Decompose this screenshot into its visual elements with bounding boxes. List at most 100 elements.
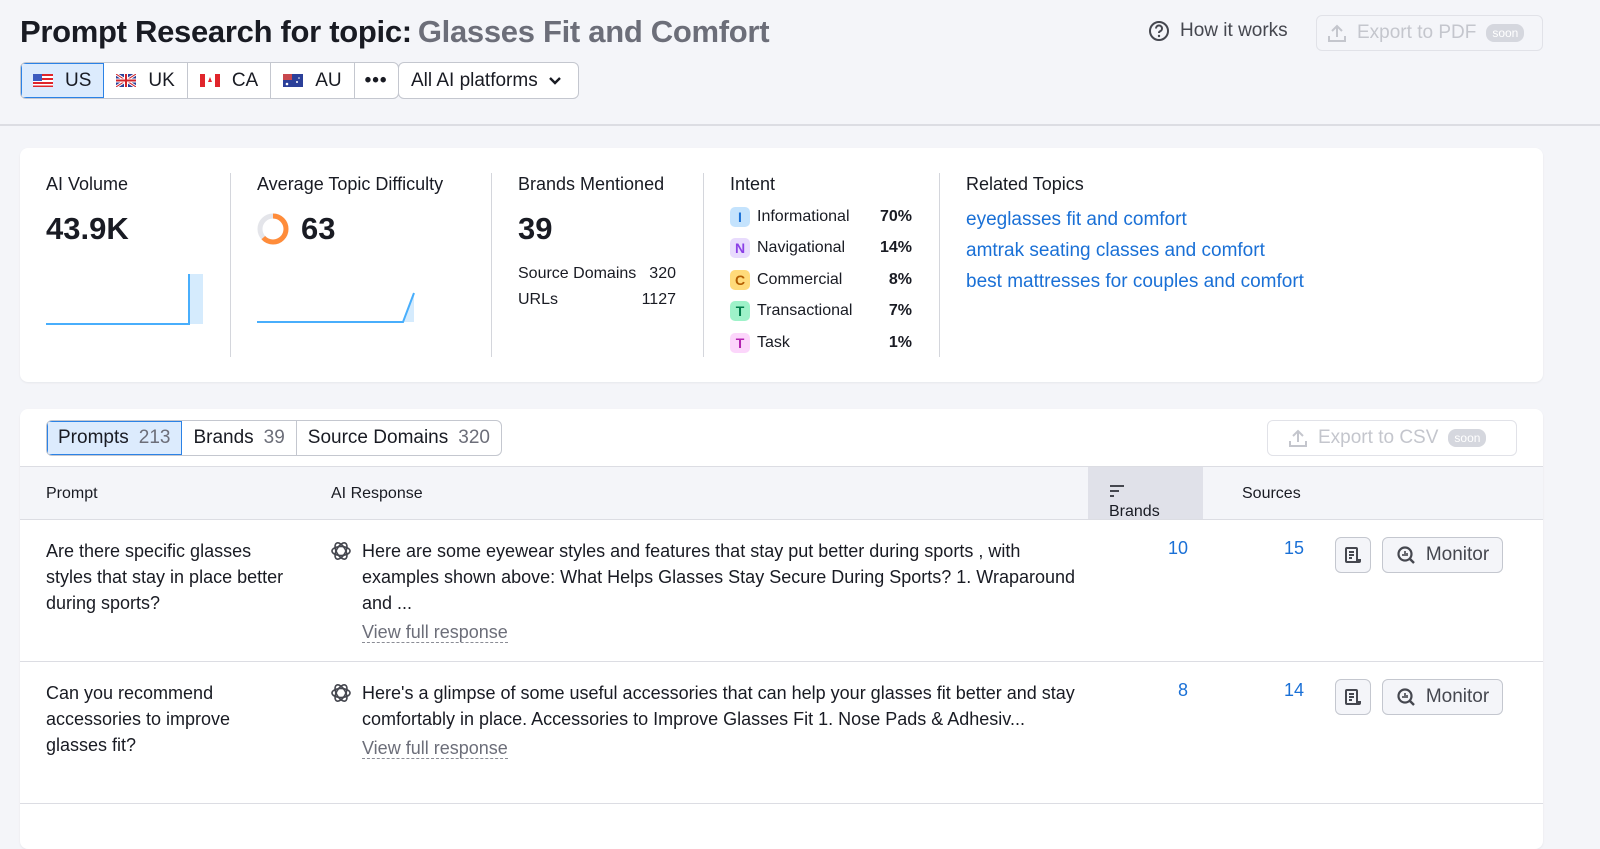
- intent-row: N Navigational 14%: [730, 233, 912, 265]
- soon-badge: soon: [1486, 24, 1525, 42]
- country-us[interactable]: US: [21, 63, 105, 98]
- country-label: AU: [315, 69, 342, 91]
- platform-dropdown[interactable]: All AI platforms: [398, 62, 579, 99]
- intent-percent: 14%: [879, 239, 912, 257]
- view-full-response-link[interactable]: View full response: [362, 738, 508, 759]
- metric-label: Brands Mentioned: [518, 174, 665, 194]
- intent-row: I Informational 70%: [730, 201, 912, 233]
- intent-badge: T: [730, 301, 750, 322]
- tab-brands[interactable]: Brands 39: [182, 421, 297, 455]
- country-label: UK: [148, 69, 175, 91]
- metric-value: 63: [301, 211, 336, 246]
- upload-icon: [1289, 429, 1307, 447]
- metric-label: Related Topics: [966, 174, 1084, 194]
- intent-badge: N: [730, 238, 750, 259]
- brands-count-link[interactable]: 8: [1177, 680, 1188, 700]
- metric-label: Intent: [730, 174, 776, 194]
- difficulty-donut-icon: [257, 213, 289, 245]
- difficulty-metric: Average Topic Difficulty 63: [257, 174, 443, 330]
- tab-prompts[interactable]: Prompts 213: [47, 421, 183, 455]
- column-sources[interactable]: Sources: [1242, 485, 1301, 502]
- column-prompt: Prompt: [46, 485, 98, 502]
- monitor-button[interactable]: Monitor: [1382, 537, 1503, 573]
- related-topic-link[interactable]: eyeglasses fit and comfort: [966, 209, 1187, 230]
- export-pdf-button[interactable]: Export to PDF soon: [1316, 15, 1543, 51]
- difficulty-sparkline: [257, 292, 415, 323]
- prompt-text: Are there specific glasses styles that s…: [46, 541, 284, 613]
- tab-label: Brands: [193, 427, 254, 448]
- ca-flag-icon: [199, 74, 220, 87]
- related-topic-link[interactable]: best mattresses for couples and comfort: [966, 271, 1304, 292]
- intent-percent: 1%: [888, 333, 912, 351]
- intent-row: C Commercial 8%: [730, 264, 912, 296]
- details-button[interactable]: [1335, 537, 1371, 573]
- table-row: Can you recommend accessories to improve…: [20, 662, 1543, 804]
- document-icon: [1345, 689, 1361, 705]
- response-text: Here are some eyewear styles and feature…: [362, 541, 1076, 613]
- soon-badge: soon: [1448, 429, 1487, 447]
- column-brands-sorted[interactable]: Brands: [1088, 467, 1203, 520]
- kv-label: Source Domains: [518, 265, 637, 282]
- response-text: Here's a glimpse of some useful accessor…: [362, 683, 1075, 729]
- sort-icon: [1110, 485, 1124, 497]
- title-text: Prompt Research for topic:: [20, 14, 412, 49]
- kv-value: 1127: [641, 291, 676, 308]
- monitor-label: Monitor: [1425, 544, 1490, 565]
- chatgpt-icon: [331, 684, 351, 702]
- column-ai-response: AI Response: [331, 485, 423, 502]
- intent-percent: 8%: [888, 270, 912, 288]
- related-topic-link[interactable]: amtrak seating classes and comfort: [966, 240, 1265, 261]
- ai-response: Here are some eyewear styles and feature…: [362, 538, 1082, 645]
- intent-badge: C: [730, 269, 750, 290]
- intent-name: Transactional: [757, 302, 853, 320]
- intent-name: Informational: [757, 207, 850, 225]
- intent-name: Navigational: [757, 239, 846, 257]
- metric-value: 43.9K: [46, 211, 129, 246]
- monitor-button[interactable]: Monitor: [1382, 679, 1503, 715]
- country-ca[interactable]: CA: [188, 63, 272, 98]
- sources-count-link[interactable]: 14: [1283, 680, 1304, 700]
- table-row: Are there specific glasses styles that s…: [20, 520, 1543, 662]
- country-selector: US UK CA AU •••: [20, 62, 399, 99]
- country-label: US: [65, 69, 92, 91]
- tab-label: Prompts: [58, 427, 129, 448]
- intent-percent: 70%: [879, 207, 912, 225]
- page-title: Prompt Research for topic: Glasses Fit an…: [20, 14, 770, 50]
- metric-label: AI Volume: [46, 174, 129, 194]
- metrics-card: AI Volume 43.9K Average Topic Difficulty…: [20, 148, 1543, 382]
- export-csv-button[interactable]: Export to CSV soon: [1267, 420, 1517, 456]
- intent-badge: T: [730, 332, 750, 353]
- volume-sparkline: [46, 274, 203, 325]
- ai-volume-metric: AI Volume 43.9K: [46, 174, 206, 332]
- divider: [703, 173, 704, 357]
- tab-source-domains[interactable]: Source Domains 320: [297, 421, 501, 455]
- country-uk[interactable]: UK: [104, 63, 188, 98]
- divider: [230, 173, 231, 357]
- divider: [491, 173, 492, 357]
- prompts-card: Prompts 213 Brands 39 Source Domains 320 Ex…: [20, 409, 1543, 849]
- prompt-text: Can you recommend accessories to improve…: [46, 683, 231, 755]
- view-full-response-link[interactable]: View full response: [362, 622, 508, 643]
- tab-count: 213: [138, 427, 171, 448]
- metric-value: 39: [518, 211, 553, 246]
- details-button[interactable]: [1335, 679, 1371, 715]
- country-au[interactable]: AU: [271, 63, 355, 98]
- ai-response: Here's a glimpse of some useful accessor…: [362, 680, 1082, 761]
- intent-name: Task: [757, 333, 790, 351]
- monitor-label: Monitor: [1425, 686, 1490, 707]
- more-countries-button[interactable]: •••: [364, 69, 388, 91]
- sources-count-link[interactable]: 15: [1283, 538, 1304, 558]
- chatgpt-icon: [331, 542, 351, 560]
- intent-percent: 7%: [888, 302, 912, 320]
- tab-label: Source Domains: [307, 427, 449, 448]
- chevron-down-icon: [548, 76, 561, 85]
- how-it-works-link[interactable]: How it works: [1148, 20, 1288, 42]
- tab-bar: Prompts 213 Brands 39 Source Domains 320: [46, 420, 502, 456]
- intent-metric: Intent I Informational 70% N Navigational 14%…: [730, 174, 912, 359]
- export-pdf-label: Export to PDF: [1357, 22, 1477, 43]
- document-icon: [1345, 547, 1361, 563]
- brands-count-link[interactable]: 10: [1167, 538, 1188, 558]
- topic-name: Glasses Fit and Comfort: [417, 14, 770, 49]
- question-icon: [1149, 21, 1169, 41]
- divider: [939, 173, 940, 357]
